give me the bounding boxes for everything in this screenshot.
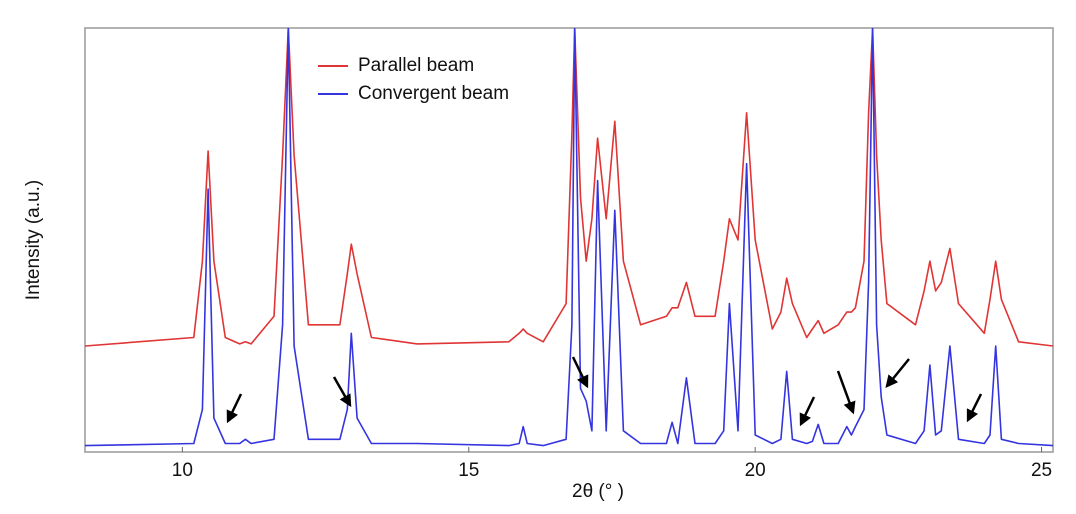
arrow (332, 376, 352, 408)
series-line (85, 28, 1053, 347)
x-tick-label: 15 (458, 460, 479, 481)
x-tick-label: 10 (172, 460, 193, 481)
arrow (966, 393, 983, 423)
y-axis-label: Intensity (a.u.) (23, 180, 44, 300)
arrow (226, 393, 243, 424)
x-tick-label: 25 (1031, 460, 1052, 481)
arrow (799, 396, 816, 427)
legend-text: Parallel beam (358, 55, 474, 76)
x-tick-label: 20 (745, 460, 766, 481)
plot-frame (84, 27, 1054, 453)
arrow (885, 358, 910, 388)
arrow (571, 356, 589, 389)
arrow (836, 370, 856, 415)
x-axis-label: 2θ (° ) (572, 481, 624, 502)
arrows (226, 356, 983, 427)
plot-area (85, 28, 1053, 447)
series-line (85, 28, 1053, 447)
legend-text: Convergent beam (358, 83, 509, 104)
